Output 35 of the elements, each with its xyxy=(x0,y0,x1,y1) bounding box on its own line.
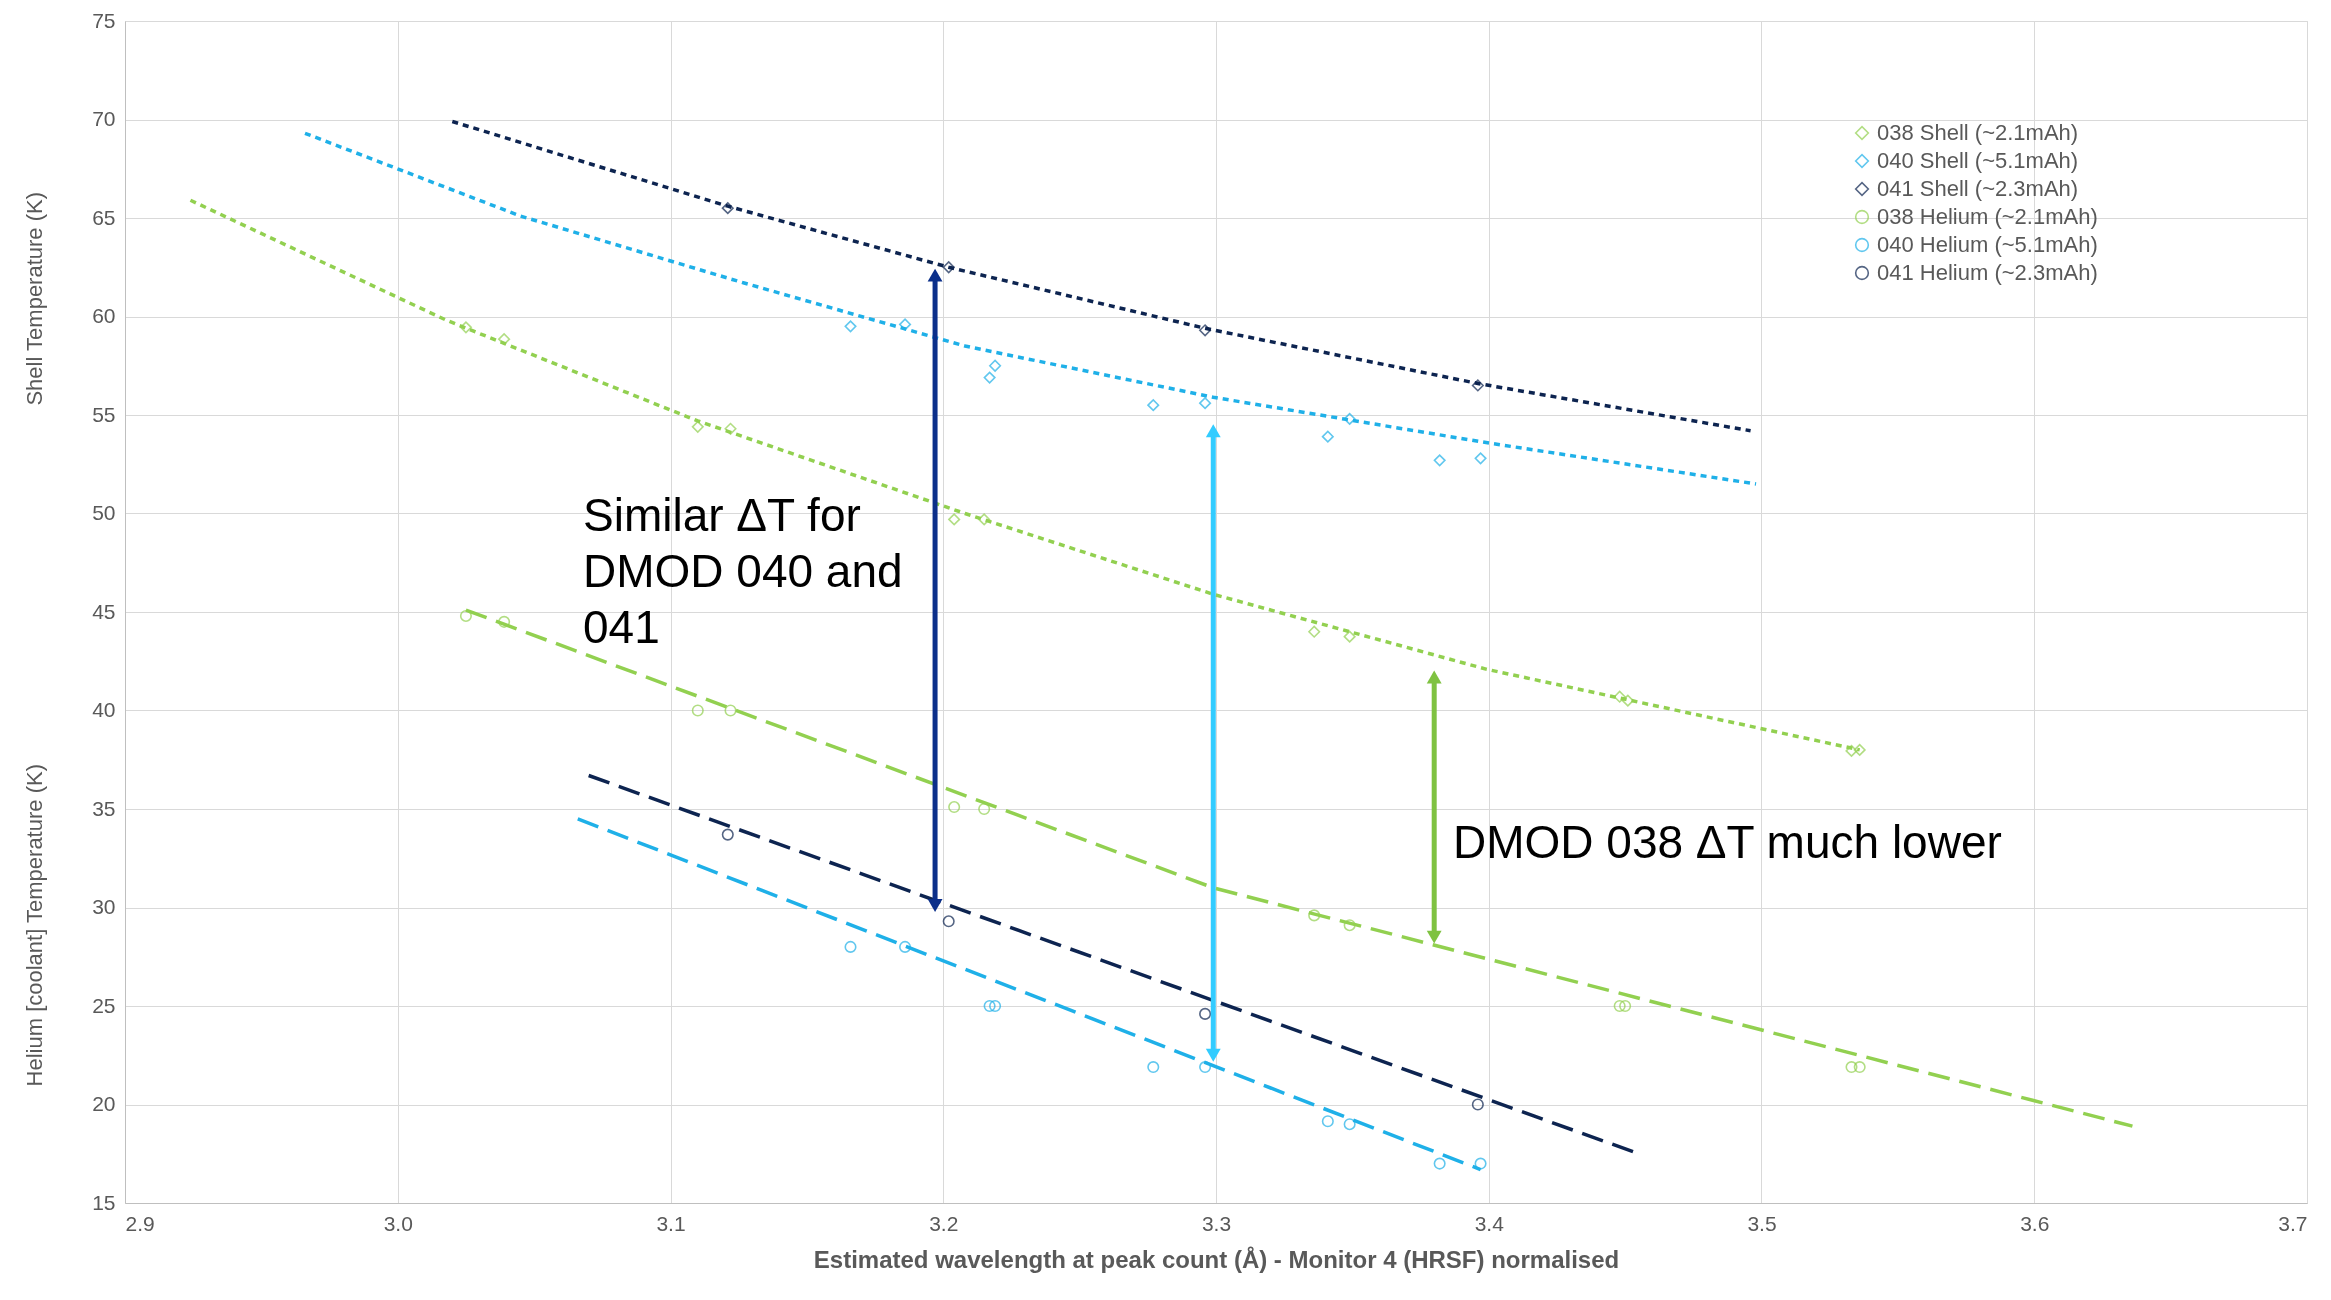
y-tick-label: 25 xyxy=(92,993,116,1017)
legend-label: 040 Helium (~5.1mAh) xyxy=(1877,232,2098,257)
y-tick-label: 35 xyxy=(92,796,116,820)
x-tick-label: 2.9 xyxy=(125,1211,155,1235)
y-tick-label: 55 xyxy=(92,402,116,426)
legend-label: 038 Helium (~2.1mAh) xyxy=(1877,204,2098,229)
x-axis-title: Estimated wavelength at peak count (Å) - Monitor 4 (HRSF) normalised xyxy=(813,1245,1620,1273)
legend-label: 041 Helium (~2.3mAh) xyxy=(1877,260,2098,285)
legend-label: 038 Shell (~2.1mAh) xyxy=(1877,120,2079,145)
annotation: DMOD 038 ΔT much lower xyxy=(1453,816,2002,868)
y-tick-label: 75 xyxy=(92,8,116,32)
x-tick-label: 3.7 xyxy=(2278,1211,2308,1235)
line-series xyxy=(303,131,1758,486)
annotation: Similar ΔT for DMOD 040 and 041 xyxy=(583,489,903,653)
y-tick-label: 30 xyxy=(92,895,116,918)
x-tick-label: 3.4 xyxy=(1474,1211,1505,1235)
x-tick-label: 3.6 xyxy=(2020,1211,2050,1235)
legend-label: 040 Shell (~5.1mAh) xyxy=(1877,148,2079,173)
y-tick-label: 15 xyxy=(92,1190,116,1214)
x-tick-label: 3.2 xyxy=(929,1211,959,1235)
x-tick-label: 3.0 xyxy=(383,1211,413,1235)
legend-label: 041 Shell (~2.3mAh) xyxy=(1877,176,2079,201)
x-tick-label: 3.3 xyxy=(1201,1211,1232,1235)
text: Helium [coolant] Temperature (K) xyxy=(22,764,47,1087)
y-tick-label: 60 xyxy=(92,304,116,327)
y-axis-title: Shell Temperature (K) xyxy=(22,191,47,406)
y-tick-label: 65 xyxy=(92,205,116,229)
line-series xyxy=(450,119,1753,433)
y-tick-label: 70 xyxy=(92,107,116,130)
y-tick-label: 45 xyxy=(92,599,116,623)
y-tick-label: 20 xyxy=(92,1092,116,1115)
x-tick-label: 3.5 xyxy=(1747,1211,1777,1235)
y-tick-label: 40 xyxy=(92,698,116,721)
y-tick-label: 50 xyxy=(92,501,116,524)
x-tick-label: 3.1 xyxy=(656,1211,686,1235)
